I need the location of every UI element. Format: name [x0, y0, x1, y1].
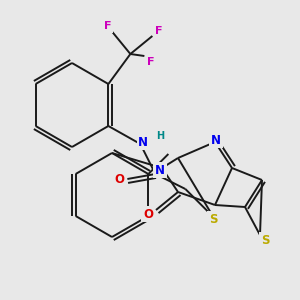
Text: O: O [114, 172, 124, 185]
Text: N: N [155, 164, 165, 176]
Text: S: S [261, 233, 269, 247]
Text: F: F [103, 21, 111, 31]
Text: O: O [143, 208, 153, 220]
Text: F: F [154, 26, 162, 36]
Text: H: H [156, 131, 164, 141]
Text: S: S [209, 212, 218, 226]
Text: N: N [211, 134, 221, 146]
Text: F: F [147, 57, 154, 67]
Text: N: N [138, 136, 148, 148]
